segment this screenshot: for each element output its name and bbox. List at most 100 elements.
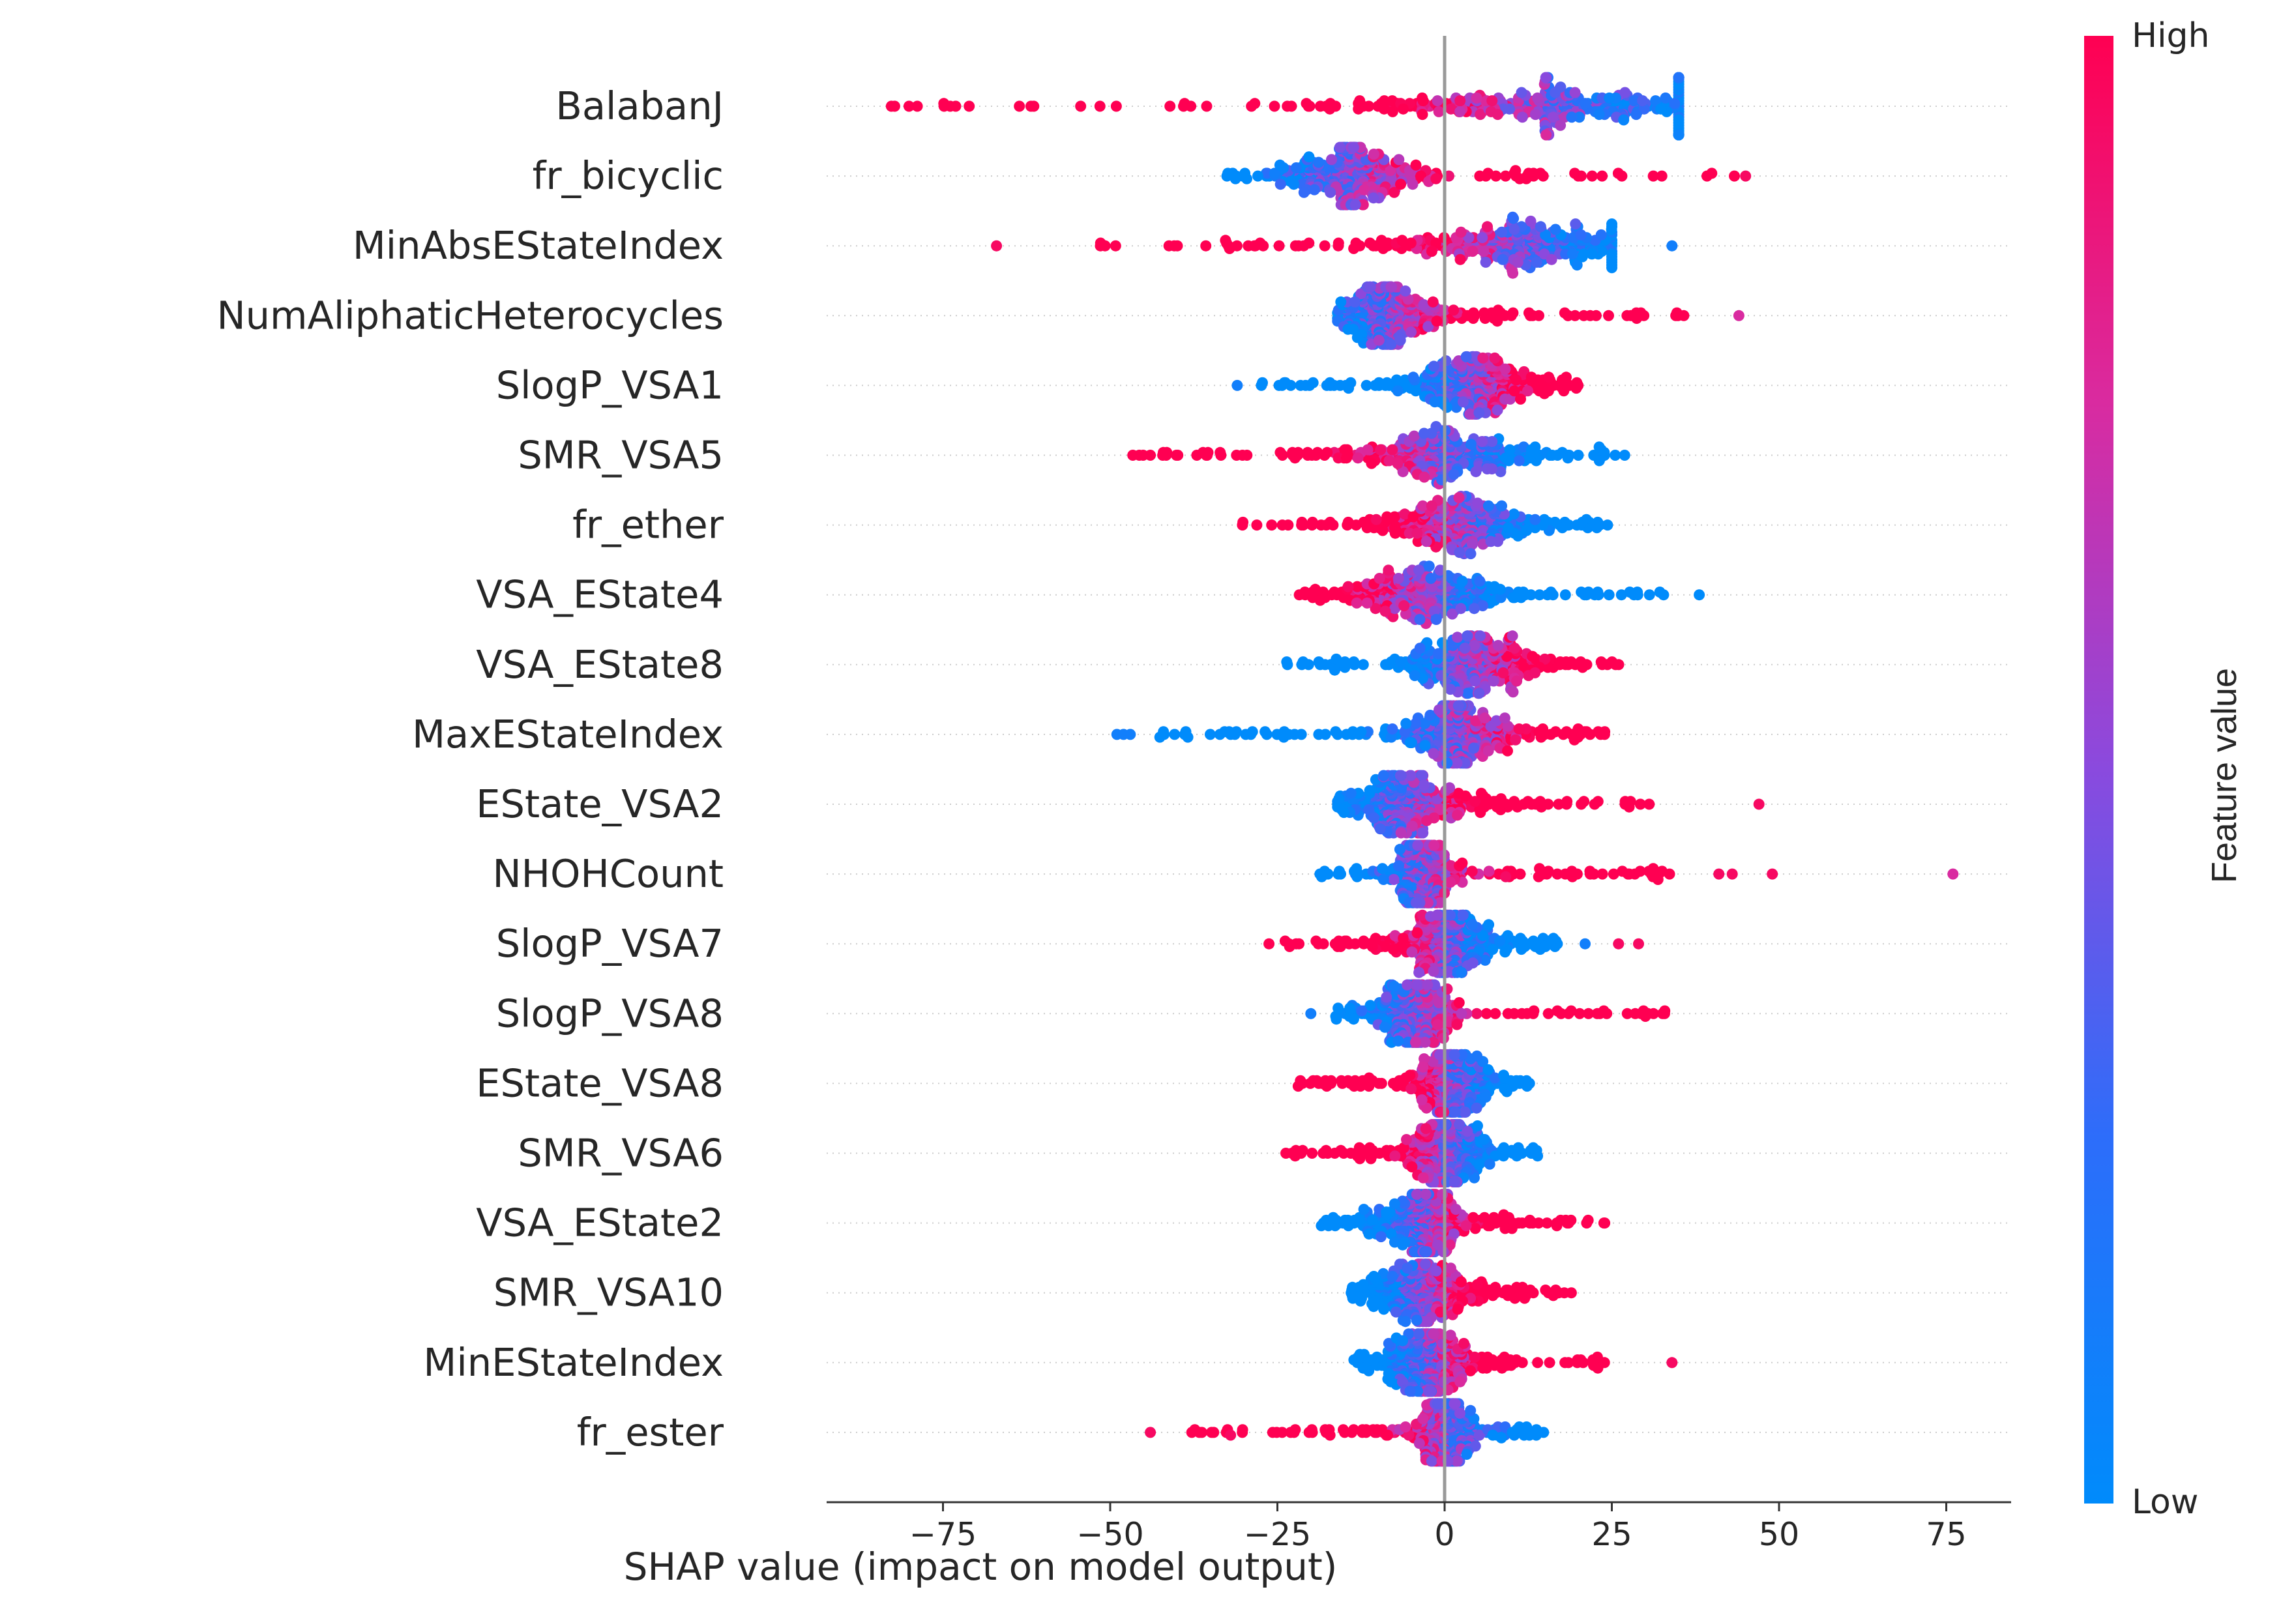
shap-point-fr_ether: [1371, 514, 1382, 525]
shap-point-SlogP_VSA1: [1543, 371, 1554, 383]
shap-point-BalabanJ: [964, 101, 975, 112]
shap-point-fr_ether: [1298, 519, 1309, 530]
shap-point-SMR_VSA5: [1594, 455, 1605, 466]
shap-point-MinAbsEStateIndex: [1348, 243, 1359, 254]
shap-point-MinAbsEStateIndex: [1456, 227, 1467, 238]
shap-point-fr_ether: [1377, 525, 1389, 536]
shap-point-EState_VSA2: [1475, 807, 1486, 818]
shap-point-MaxEStateIndex: [1169, 729, 1180, 740]
shap-point-VSA_EState4: [1351, 598, 1362, 609]
shap-point-BalabanJ: [1471, 93, 1482, 104]
shap-point-SlogP_VSA1: [1430, 396, 1441, 407]
shap-point-VSA_EState4: [1655, 587, 1666, 598]
shap-point-BalabanJ: [1669, 98, 1680, 109]
shap-point-fr_bicyclic: [1334, 142, 1346, 153]
shap-point-BalabanJ: [1555, 120, 1566, 131]
shap-point-BalabanJ: [1550, 87, 1561, 98]
shap-point-NHOHCount: [1584, 865, 1595, 877]
shap-point-SlogP_VSA7: [1284, 941, 1295, 952]
shap-point-VSA_EState8: [1462, 630, 1473, 641]
shap-point-SMR_VSA5: [1547, 450, 1558, 461]
shap-point-NHOHCount: [1567, 871, 1578, 882]
shap-point-VSA_EState4: [1616, 589, 1627, 600]
shap-point-BalabanJ: [1540, 72, 1552, 83]
shap-point-VSA_EState4: [1474, 575, 1485, 587]
shap-point-BalabanJ: [1618, 115, 1629, 126]
shap-point-SlogP_VSA7: [1515, 933, 1526, 944]
shap-point-NumAliphaticHeterocycles: [1507, 308, 1518, 319]
shap-point-fr_ether: [1321, 519, 1332, 530]
shap-point-EState_VSA2: [1375, 823, 1386, 834]
shap-point-SMR_VSA5: [1594, 441, 1605, 452]
shap-point-fr_ether: [1343, 517, 1354, 528]
shap-point-MaxEStateIndex: [1400, 718, 1411, 729]
shap-point-VSA_EState4: [1424, 560, 1435, 572]
shap-point-MinAbsEStateIndex: [1509, 224, 1520, 235]
shap-point-BalabanJ: [1434, 106, 1445, 117]
shap-point-fr_ether: [1496, 501, 1507, 512]
shap-point-VSA_EState8: [1582, 659, 1593, 670]
shap-point-VSA_EState4: [1362, 598, 1373, 609]
shap-point-BalabanJ: [1619, 87, 1630, 98]
shap-point-fr_bicyclic: [1474, 171, 1485, 182]
shap-point-EState_VSA2: [1561, 796, 1572, 807]
shap-point-BalabanJ: [1673, 72, 1685, 83]
shap-point-EState_VSA2: [1364, 785, 1376, 796]
shap-point-SMR_VSA5: [1486, 463, 1497, 474]
shap-point-NHOHCount: [1378, 874, 1389, 885]
shap-point-BalabanJ: [1454, 95, 1465, 106]
shap-point-VSA_EState4: [1343, 581, 1354, 592]
shap-point-SlogP_VSA8: [1640, 1011, 1651, 1022]
shap-point-NHOHCount: [1727, 869, 1738, 880]
shap-point-fr_bicyclic: [1303, 151, 1314, 162]
shap-point-SlogP_VSA7: [1540, 941, 1551, 952]
shap-point-NumAliphaticHeterocycles: [1400, 285, 1411, 297]
shap-point-MinAbsEStateIndex: [1596, 229, 1607, 240]
shap-point-BalabanJ: [1532, 93, 1543, 104]
shap-point-MinAbsEStateIndex: [1496, 227, 1507, 238]
shap-point-SMR_VSA5: [1514, 455, 1525, 466]
shap-point-NHOHCount: [1514, 869, 1525, 880]
shap-point-fr_bicyclic: [1510, 165, 1521, 176]
shap-point-EState_VSA2: [1754, 799, 1765, 810]
shap-point-SMR_VSA5: [1375, 444, 1386, 456]
shap-point-NHOHCount: [1653, 874, 1664, 885]
shap-point-SMR_VSA5: [1362, 444, 1374, 456]
shap-point-MinAbsEStateIndex: [1567, 248, 1578, 259]
shap-point-NHOHCount: [1648, 863, 1659, 874]
shap-point-SlogP_VSA1: [1564, 380, 1575, 391]
shap-point-SlogP_VSA7: [1456, 967, 1467, 978]
shap-point-VSA_EState4: [1576, 587, 1587, 598]
shap-point-MaxEStateIndex: [1410, 718, 1421, 729]
shap-point-fr_ether: [1563, 519, 1574, 530]
shap-point-BalabanJ: [1486, 95, 1497, 106]
shap-point-SlogP_VSA7: [1428, 966, 1439, 977]
shap-point-BalabanJ: [912, 101, 923, 112]
shap-point-SMR_VSA5: [1138, 450, 1149, 461]
shap-point-NumAliphaticHeterocycles: [1349, 297, 1361, 308]
shap-point-NHOHCount: [1484, 865, 1495, 877]
shap-point-NumAliphaticHeterocycles: [1342, 324, 1353, 335]
shap-point-BalabanJ: [1286, 101, 1297, 112]
shap-point-SlogP_VSA1: [1407, 371, 1419, 383]
shap-point-MaxEStateIndex: [1468, 742, 1479, 753]
shap-point-BalabanJ: [1354, 95, 1365, 106]
shap-point-SlogP_VSA7: [1499, 946, 1510, 957]
shap-point-BalabanJ: [938, 98, 949, 109]
shap-point-MaxEStateIndex: [1405, 737, 1416, 748]
shap-point-VSA_EState4: [1632, 587, 1643, 598]
shap-point-VSA_EState8: [1566, 656, 1577, 667]
shap-point-VSA_EState4: [1398, 600, 1409, 611]
shap-point-SlogP_VSA1: [1522, 385, 1533, 396]
shap-point-SMR_VSA5: [1158, 447, 1169, 458]
shap-point-fr_ether: [1529, 514, 1540, 525]
shap-point-MaxEStateIndex: [1278, 732, 1289, 743]
shap-point-NHOHCount: [1393, 860, 1404, 871]
shap-point-fr_bicyclic: [1569, 167, 1580, 179]
shap-point-EState_VSA2: [1378, 770, 1389, 781]
shap-point-fr_ether: [1237, 517, 1248, 528]
shap-point-BalabanJ: [1673, 130, 1685, 141]
shap-point-EState_VSA2: [1522, 796, 1533, 807]
shap-point-BalabanJ: [1630, 109, 1641, 120]
